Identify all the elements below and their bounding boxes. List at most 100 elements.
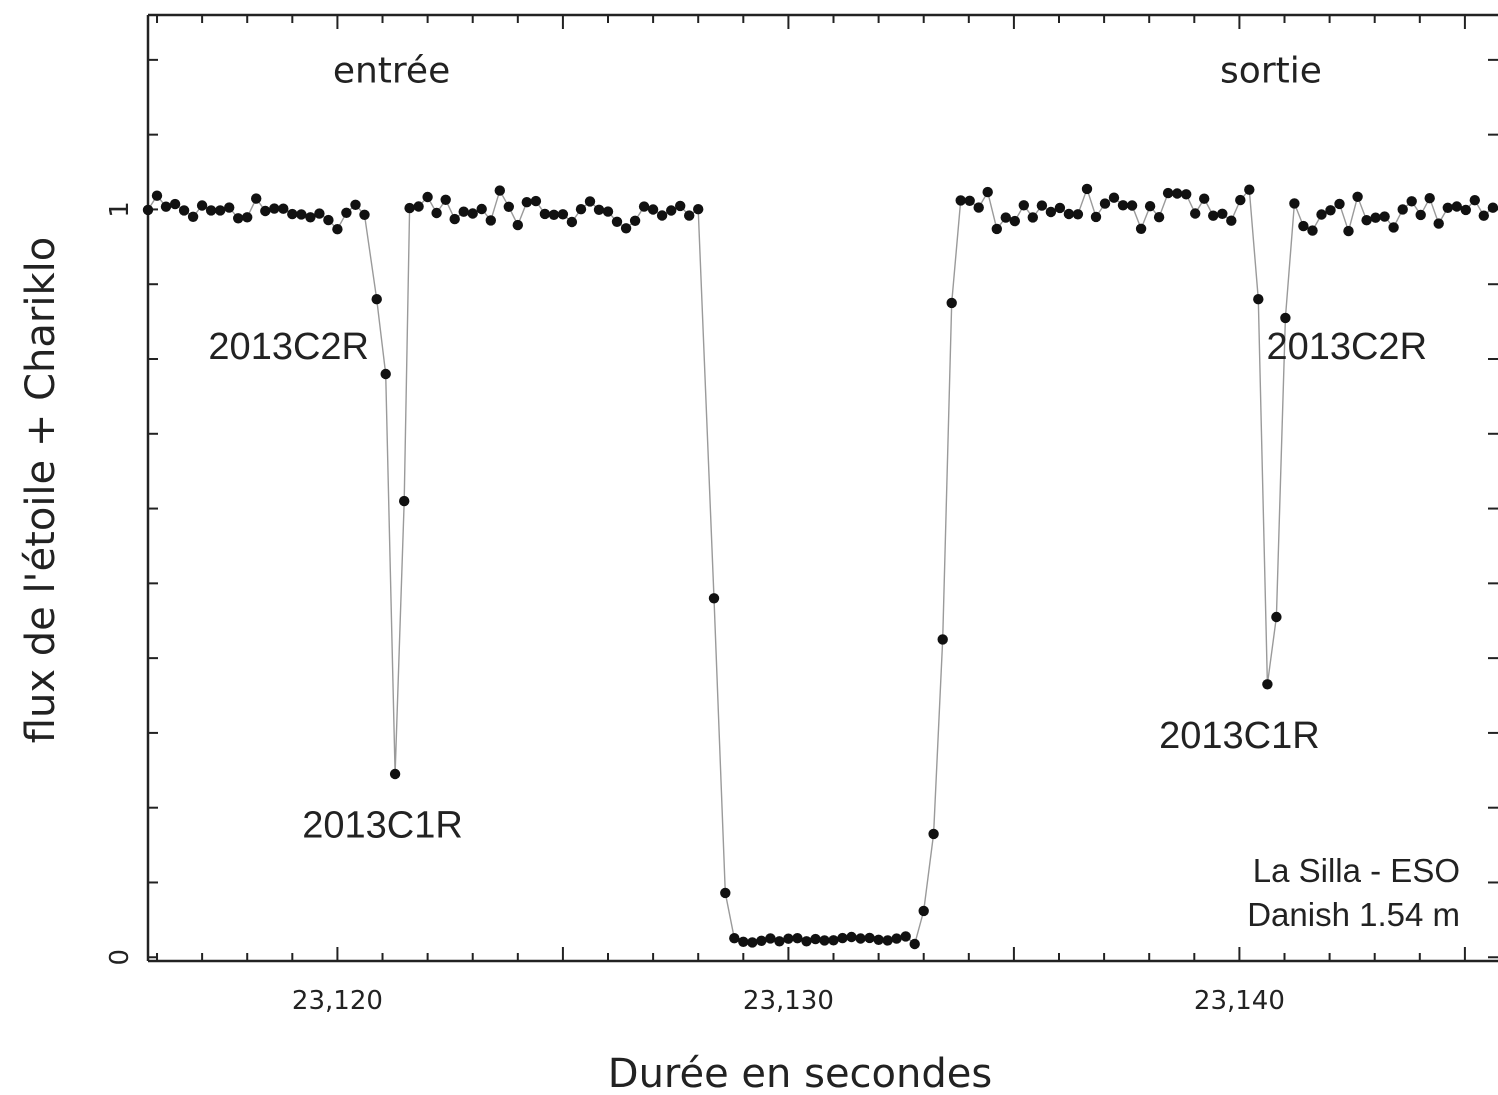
- data-point: [1442, 202, 1454, 213]
- data-point: [494, 185, 505, 196]
- data-point: [566, 216, 578, 228]
- data-point: [675, 200, 686, 212]
- data-point: [305, 212, 316, 223]
- data-point: [440, 194, 451, 205]
- data-point: [1469, 195, 1481, 206]
- data-point: [1144, 201, 1156, 212]
- data-point: [720, 887, 731, 899]
- data-point: [964, 195, 975, 206]
- station-note-line-2: Danish 1.54 m: [1247, 896, 1460, 933]
- data-point: [629, 215, 641, 226]
- data-point: [647, 204, 659, 215]
- x-tick-label: 23,120: [292, 986, 383, 1016]
- data-point: [458, 206, 469, 217]
- data-point: [160, 201, 172, 212]
- y-tick-label: 1: [105, 201, 135, 218]
- data-point: [332, 224, 343, 235]
- data-point: [1298, 220, 1309, 232]
- x-axis-ticks: 23,120 23,130 23,140: [156, 15, 1466, 1016]
- data-point: [693, 204, 704, 215]
- data-point: [169, 198, 181, 210]
- data-point: [900, 931, 911, 942]
- data-point: [224, 202, 235, 213]
- data-point: [810, 933, 821, 945]
- data-point: [1036, 200, 1048, 211]
- data-point: [404, 202, 415, 214]
- data-point: [215, 205, 226, 216]
- data-point: [593, 204, 605, 215]
- data-point: [1153, 212, 1165, 223]
- data-point: [296, 209, 307, 220]
- data-point: [792, 933, 803, 944]
- data-point: [982, 186, 993, 198]
- data-point: [1379, 211, 1390, 222]
- data-point: [708, 593, 720, 604]
- data-point: [1415, 209, 1426, 221]
- data-point: [864, 932, 875, 944]
- data-point: [389, 768, 401, 780]
- data-point: [666, 205, 677, 216]
- station-note-line-1: La Silla - ESO: [1253, 852, 1460, 889]
- data-point: [1289, 198, 1300, 209]
- data-point: [611, 216, 623, 227]
- data-point: [142, 204, 154, 216]
- data-point: [928, 828, 939, 840]
- data-point: [1424, 193, 1435, 204]
- data-point: [1406, 196, 1417, 207]
- data-point: [1162, 187, 1174, 199]
- data-point: [1325, 205, 1336, 216]
- data-point: [1099, 198, 1111, 209]
- data-point: [918, 905, 929, 917]
- data-point: [1271, 611, 1282, 623]
- data-point: [1208, 210, 1219, 221]
- data-point: [891, 933, 902, 944]
- data-point: [187, 211, 199, 222]
- data-point: [178, 205, 190, 216]
- data-point: [1388, 222, 1399, 233]
- data-point: [1226, 215, 1237, 226]
- data-point: [1235, 194, 1246, 206]
- ring-label: 2013C2R: [1266, 326, 1427, 368]
- data-point: [946, 297, 957, 309]
- data-point: [380, 368, 391, 380]
- data-point: [314, 208, 325, 219]
- light-curve-points: [142, 183, 1498, 950]
- y-axis-label: flux de l'étoile + Chariklo: [18, 237, 64, 743]
- data-point: [1433, 218, 1444, 229]
- data-point: [783, 933, 794, 944]
- data-point: [1487, 202, 1498, 213]
- data-point: [1126, 200, 1138, 211]
- data-point: [620, 223, 632, 234]
- data-point: [205, 205, 217, 216]
- data-point: [1451, 201, 1463, 212]
- ring-label: 2013C1R: [1159, 715, 1320, 757]
- data-point: [656, 210, 668, 221]
- data-point: [467, 208, 478, 219]
- data-point: [1478, 210, 1490, 221]
- data-point: [828, 935, 839, 946]
- data-point: [251, 193, 262, 204]
- data-point: [937, 634, 948, 645]
- data-point: [729, 933, 740, 944]
- data-point: [1181, 189, 1192, 200]
- data-point: [1262, 679, 1273, 690]
- data-point: [1108, 192, 1120, 203]
- data-point: [557, 209, 569, 220]
- data-point: [1361, 215, 1372, 226]
- data-point: [359, 209, 370, 220]
- data-point: [1190, 208, 1201, 219]
- data-point: [449, 213, 460, 225]
- data-point: [602, 206, 614, 217]
- data-point: [1370, 212, 1381, 223]
- data-point: [1334, 198, 1345, 210]
- data-point: [503, 201, 514, 212]
- data-point: [1199, 193, 1210, 204]
- data-point: [1253, 294, 1264, 305]
- data-point: [1027, 212, 1039, 223]
- data-point: [846, 931, 857, 943]
- data-point: [1045, 206, 1057, 218]
- ring-label: 2013C2R: [208, 326, 369, 368]
- data-point: [684, 210, 695, 221]
- data-point: [512, 219, 523, 231]
